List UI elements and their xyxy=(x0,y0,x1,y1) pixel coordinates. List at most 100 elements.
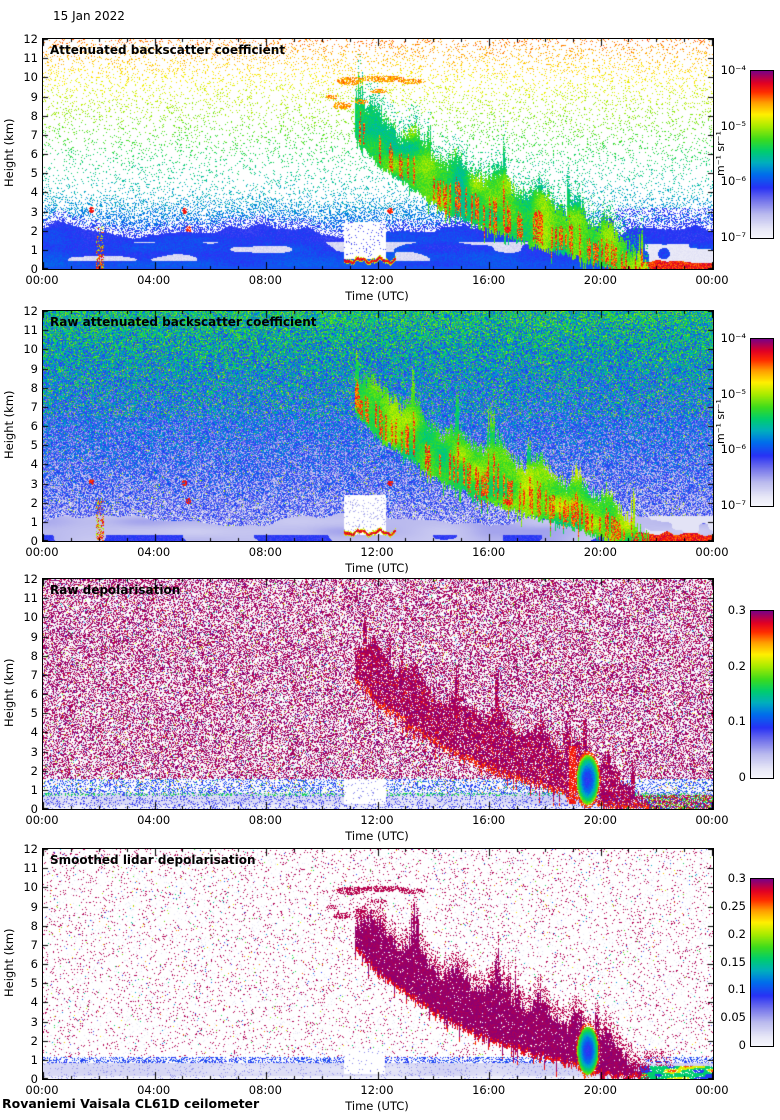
colorbar-tick-label: 10⁻⁷ xyxy=(720,230,746,244)
y-tick-label: 12 xyxy=(23,304,38,318)
colorbar-tick-label: 0 xyxy=(738,770,746,784)
colorbar-tick-label: 10⁻⁶ xyxy=(720,174,746,189)
x-tick-label: 04:00 xyxy=(137,273,171,287)
colorbar-tick-label: 0.3 xyxy=(727,871,746,885)
colorbar-tick-label: 0.1 xyxy=(727,714,746,729)
x-tick-label: 16:00 xyxy=(472,1083,506,1097)
y-tick-label: 10 xyxy=(23,610,38,625)
y-tick-label: 6 xyxy=(30,687,38,701)
x-tick-label: 08:00 xyxy=(248,1083,282,1097)
x-tick-label: 00:00 xyxy=(695,1083,729,1097)
y-tick-label: 8 xyxy=(30,918,38,933)
y-tick-label: 12 xyxy=(23,32,38,46)
heatmap-attenuated-backscatter xyxy=(42,38,714,270)
y-tick-label: 5 xyxy=(30,706,38,721)
y-tick-label: 12 xyxy=(23,572,38,586)
colorbar xyxy=(750,878,774,1047)
x-tick-label: 04:00 xyxy=(137,813,171,827)
x-tick-label: 00:00 xyxy=(695,545,729,559)
panel-title: Attenuated backscatter coefficient xyxy=(50,43,286,57)
y-tick-label: 9 xyxy=(30,629,38,644)
y-tick-label: 2 xyxy=(30,223,38,238)
x-tick-label: 08:00 xyxy=(248,273,282,287)
y-tick-label: 7 xyxy=(30,127,38,142)
y-tick-label: 11 xyxy=(23,861,38,876)
y-tick-label: 9 xyxy=(30,89,38,104)
y-tick-label: 8 xyxy=(30,648,38,663)
y-tick-label: 4 xyxy=(30,185,38,200)
colorbar-tick-label: 10⁻⁶ xyxy=(720,442,746,457)
y-axis-label: Height (km) xyxy=(2,928,16,998)
y-tick-label: 3 xyxy=(30,204,38,219)
x-tick-label: 12:00 xyxy=(360,1083,394,1097)
x-tick-label: 04:00 xyxy=(137,1083,171,1097)
y-tick-label: 6 xyxy=(30,419,38,433)
x-tick-label: 00:00 xyxy=(25,813,59,827)
x-tick-label: 20:00 xyxy=(583,545,617,559)
colorbar-tick-label: 10⁻⁵ xyxy=(720,386,746,401)
x-tick-label: 00:00 xyxy=(695,273,729,287)
y-tick-label: 4 xyxy=(30,725,38,740)
x-tick-label: 16:00 xyxy=(472,273,506,287)
colorbar-tick-label: 0.15 xyxy=(720,954,746,969)
y-tick-label: 2 xyxy=(30,763,38,778)
y-tick-label: 11 xyxy=(23,591,38,606)
panel-title: Raw depolarisation xyxy=(50,583,181,597)
x-tick-label: 00:00 xyxy=(695,813,729,827)
colorbar xyxy=(750,610,774,779)
y-tick-label: 11 xyxy=(23,51,38,66)
x-tick-label: 00:00 xyxy=(25,273,59,287)
x-tick-label: 04:00 xyxy=(137,545,171,559)
colorbar-tick-label: 10⁻⁴ xyxy=(720,63,746,77)
y-tick-label: 4 xyxy=(30,457,38,472)
x-tick-label: 20:00 xyxy=(583,813,617,827)
heatmap-smoothed-depolarisation xyxy=(42,848,714,1080)
y-tick-label: 0 xyxy=(30,534,38,548)
y-tick-label: 10 xyxy=(23,342,38,357)
colorbar-tick-label: 0.2 xyxy=(727,658,746,673)
x-axis-label: Time (UTC) xyxy=(345,289,409,303)
x-tick-label: 16:00 xyxy=(472,813,506,827)
y-tick-label: 3 xyxy=(30,1014,38,1029)
y-tick-label: 10 xyxy=(23,880,38,895)
panel-title: Smoothed lidar depolarisation xyxy=(50,853,256,867)
colorbar-tick-label: 10⁻⁷ xyxy=(720,498,746,512)
heatmap-raw-depolarisation xyxy=(42,578,714,810)
x-tick-label: 20:00 xyxy=(583,273,617,287)
x-axis-label: Time (UTC) xyxy=(345,829,409,843)
y-tick-label: 1 xyxy=(30,514,38,529)
y-tick-label: 7 xyxy=(30,937,38,952)
colorbar-tick-label: 10⁻⁴ xyxy=(720,331,746,345)
y-tick-label: 8 xyxy=(30,108,38,123)
x-tick-label: 16:00 xyxy=(472,545,506,559)
x-tick-label: 00:00 xyxy=(25,1083,59,1097)
colorbar-tick-label: 0 xyxy=(738,1038,746,1052)
colorbar-tick-label: 0.25 xyxy=(720,898,746,913)
y-tick-label: 6 xyxy=(30,147,38,161)
colorbar-tick-label: 0.3 xyxy=(727,603,746,617)
y-tick-label: 7 xyxy=(30,399,38,414)
y-tick-label: 11 xyxy=(23,323,38,338)
colorbar xyxy=(750,338,774,507)
x-tick-label: 12:00 xyxy=(360,545,394,559)
panel-title: Raw attenuated backscatter coefficient xyxy=(50,315,317,329)
x-tick-label: 08:00 xyxy=(248,813,282,827)
colorbar-tick-label: 0.05 xyxy=(720,1010,746,1025)
y-tick-label: 5 xyxy=(30,976,38,991)
colorbar-tick-label: 10⁻⁵ xyxy=(720,118,746,133)
y-tick-label: 3 xyxy=(30,476,38,491)
y-tick-label: 0 xyxy=(30,262,38,276)
y-tick-label: 10 xyxy=(23,70,38,85)
colorbar-tick-label: 0.1 xyxy=(727,982,746,997)
x-tick-label: 08:00 xyxy=(248,545,282,559)
figure-caption: Rovaniemi Vaisala CL61D ceilometer xyxy=(2,1096,260,1111)
y-tick-label: 5 xyxy=(30,438,38,453)
y-tick-label: 1 xyxy=(30,782,38,797)
y-tick-label: 9 xyxy=(30,361,38,376)
y-tick-label: 1 xyxy=(30,1052,38,1067)
x-tick-label: 12:00 xyxy=(360,813,394,827)
x-tick-label: 20:00 xyxy=(583,1083,617,1097)
